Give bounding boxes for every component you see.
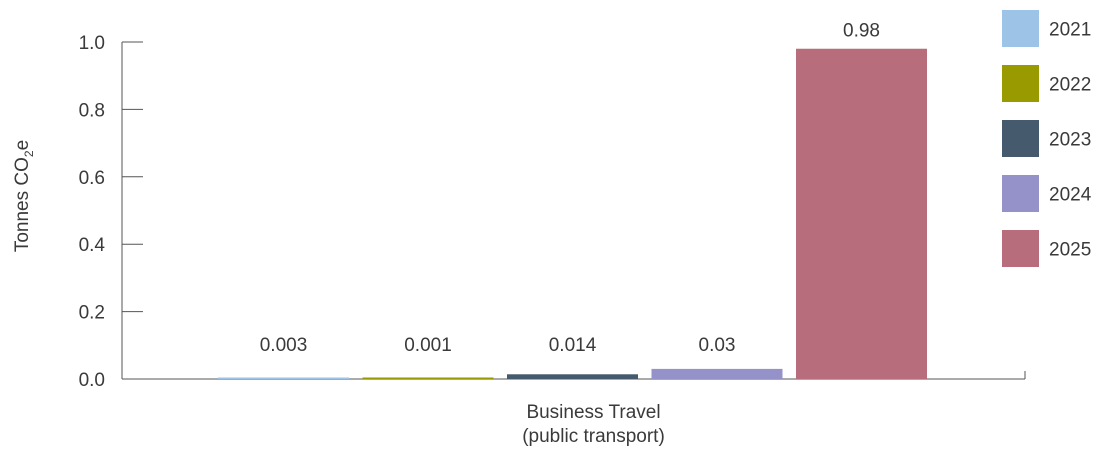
bar-2021 bbox=[218, 377, 349, 379]
bar-2022 bbox=[362, 377, 494, 379]
y-tick-label: 0.6 bbox=[79, 168, 105, 189]
y-axis-title-subscript: 2 bbox=[22, 150, 36, 157]
data-label-2021: 0.003 bbox=[260, 335, 308, 356]
data-label-2023: 0.014 bbox=[549, 335, 597, 356]
x-category-label: Business Travel bbox=[526, 402, 660, 423]
legend-label-2025: 2025 bbox=[1049, 240, 1091, 261]
legend-label-2023: 2023 bbox=[1049, 130, 1091, 151]
bars bbox=[218, 48, 927, 380]
legend-label-2022: 2022 bbox=[1049, 75, 1091, 96]
x-axis: Business Travel (public transport) bbox=[122, 371, 1026, 447]
y-tick-label: 0.4 bbox=[79, 235, 106, 256]
legend-swatch-2025 bbox=[1002, 230, 1039, 267]
y-axis-title-suffix: e bbox=[12, 140, 33, 151]
data-label-2022: 0.001 bbox=[404, 335, 452, 356]
bar-2024 bbox=[651, 368, 783, 379]
data-labels: 0.003 0.001 0.014 0.03 0.98 bbox=[260, 21, 880, 356]
y-axis-title-main: Tonnes CO bbox=[12, 157, 33, 252]
legend-label-2024: 2024 bbox=[1049, 185, 1092, 206]
y-axis-title: Tonnes CO2e bbox=[12, 140, 36, 252]
bar-2025 bbox=[796, 48, 927, 380]
y-tick-label: 0.0 bbox=[79, 370, 105, 391]
legend-swatch-2024 bbox=[1002, 175, 1039, 212]
legend-swatch-2023 bbox=[1002, 120, 1039, 157]
y-axis: 0.0 0.2 0.4 0.6 0.8 1.0 Tonnes CO2e bbox=[12, 33, 143, 391]
data-label-2025: 0.98 bbox=[843, 21, 880, 42]
legend-swatch-2022 bbox=[1002, 65, 1039, 102]
y-tick-label: 1.0 bbox=[79, 33, 105, 54]
legend: 2021 2022 2023 2024 2025 bbox=[1002, 10, 1092, 267]
x-category-label: (public transport) bbox=[522, 426, 665, 447]
bar-2023 bbox=[507, 374, 638, 379]
data-label-2024: 0.03 bbox=[699, 335, 736, 356]
legend-swatch-2021 bbox=[1002, 10, 1039, 47]
y-tick-label: 0.8 bbox=[79, 100, 105, 121]
y-tick-label: 0.2 bbox=[79, 303, 105, 324]
legend-label-2021: 2021 bbox=[1049, 20, 1091, 41]
